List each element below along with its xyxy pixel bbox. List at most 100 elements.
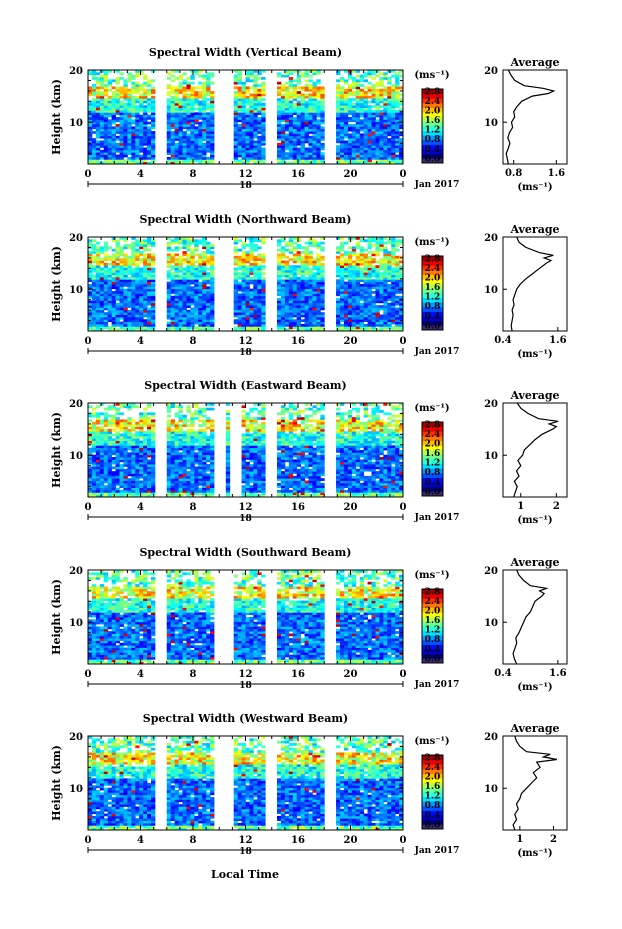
colorbar-band [422, 649, 443, 655]
x-axis: 0 4 8 12 16 20 0 18 [85, 237, 407, 358]
colorbar-band [422, 639, 443, 645]
colorbar: 0.00.40.81.21.62.02.42.8 [421, 420, 444, 497]
colorbar-band [422, 316, 443, 322]
colorbar-tick-label: 1.2 [425, 792, 441, 802]
day-label: 18 [239, 514, 252, 524]
average-line [512, 569, 549, 665]
colorbar-tick-label: 0.4 [425, 478, 441, 488]
average-title: Average [509, 556, 559, 569]
x-tick-label: 0 [85, 169, 92, 180]
colorbar-band [422, 144, 443, 150]
colorbar-band [422, 626, 443, 632]
panel-1: Spectral Width (Northward Beam) 10 20 Heigh… [50, 213, 568, 360]
colorbar-band [422, 89, 443, 95]
colorbar: 0.00.40.81.21.62.02.42.8 [421, 87, 444, 164]
colorbar-tick-label: 0.8 [425, 468, 441, 478]
colorbar-band [422, 279, 443, 285]
colorbar-tick-label: 1.6 [425, 782, 441, 792]
panel-4: Spectral Width (Westward Beam)1020Height… [50, 712, 568, 859]
colorbar-band [422, 635, 443, 641]
average-frame [502, 69, 568, 165]
colorbar-band [422, 283, 443, 289]
x-tick-label: 0 [400, 336, 407, 347]
panel-title: Spectral Width (Northward Beam) [140, 213, 352, 226]
day-label: 18 [239, 847, 252, 857]
colorbar-unit: (ms⁻¹) [414, 237, 449, 248]
x-axis-title: Local Time [211, 868, 279, 881]
colorbar-tick-label: 0.8 [425, 801, 441, 811]
colorbar-tick-label: 2.8 [425, 254, 441, 264]
y-tick-label: 10 [69, 451, 83, 462]
x-tick-label: 0 [400, 502, 407, 513]
y-tick-label: 10 [69, 285, 83, 296]
colorbar-tick-label: 0.0 [425, 654, 441, 664]
heatmap-cells [88, 70, 404, 165]
x-axis: 0 4 8 12 16 20 0 18 [85, 570, 407, 691]
colorbar-tick-label: 2.0 [425, 440, 441, 450]
colorbar-band [422, 630, 443, 636]
colorbar-band [422, 311, 443, 317]
x-tick-label: 4 [137, 502, 144, 513]
y-axis-label: Height (km) [50, 246, 63, 322]
average-title: Average [509, 389, 559, 402]
average-y-tick-label: 10 [484, 451, 498, 462]
colorbar-band [422, 768, 443, 774]
colorbar-tick-label: 2.4 [425, 597, 441, 607]
colorbar-band [422, 621, 443, 627]
x-tick-label: 16 [291, 669, 305, 680]
average-x-tick-label: 0.8 [505, 168, 522, 179]
x-tick-label: 0 [400, 169, 407, 180]
colorbar-band [422, 607, 443, 613]
colorbar-band [422, 593, 443, 599]
average-profile: Average 20 10 0.8 1.6 (ms⁻¹) [484, 56, 568, 193]
colorbar-band [422, 274, 443, 280]
x-tick-label: 12 [239, 669, 253, 680]
x-tick-label: 20 [344, 169, 358, 180]
colorbar-tick-label: 1.2 [425, 293, 441, 303]
colorbar-unit: (ms⁻¹) [414, 403, 449, 414]
colorbar-tick-label: 0.4 [425, 811, 441, 821]
colorbar-band [422, 130, 443, 136]
x-tick-label: 20 [344, 502, 358, 513]
colorbar-band [422, 256, 443, 262]
panel-3: Spectral Width (Southward Beam) 10 20 Heigh… [50, 546, 568, 693]
y-tick-label: 20 [69, 399, 83, 410]
colorbar-band [422, 778, 443, 784]
colorbar-band [422, 459, 443, 465]
colorbar: 0.00.40.81.21.62.02.42.8 [421, 587, 444, 664]
x-tick-label: 16 [291, 835, 305, 846]
colorbar-band [422, 297, 443, 303]
colorbar-tick-label: 0.4 [425, 312, 441, 322]
average-y-tick-label: 10 [484, 118, 498, 129]
average-x-tick-label: 2 [550, 834, 557, 845]
colorbar-frame [421, 754, 444, 830]
colorbar-band [422, 612, 443, 618]
colorbar-band [422, 135, 443, 141]
y-axis-label: Height (km) [50, 79, 63, 155]
colorbar-band [422, 602, 443, 608]
colorbar-band [422, 102, 443, 108]
average-y-tick-label: 20 [484, 233, 498, 244]
panel-title: Spectral Width (Southward Beam) [139, 546, 351, 559]
average-profile: Average 20 10 0.4 1.6 (ms⁻¹) [484, 223, 568, 360]
colorbar-band [422, 773, 443, 779]
colorbar-tick-label: 2.0 [425, 107, 441, 117]
colorbar-band [422, 810, 443, 816]
y-tick-label: 10 [69, 118, 83, 129]
average-x-label: (ms⁻¹) [517, 182, 552, 193]
colorbar-tick-label: 0.0 [425, 321, 441, 331]
colorbar-tick-label: 0.0 [425, 154, 441, 164]
colorbar-band [422, 796, 443, 802]
x-tick-label: 12 [239, 169, 253, 180]
y-axis: 10 20 [69, 732, 403, 821]
colorbar-band [422, 486, 443, 492]
x-tick-label: 8 [190, 502, 197, 513]
average-y-tick-label: 20 [484, 732, 498, 743]
colorbar-band [422, 426, 443, 432]
colorbar-frame [421, 255, 444, 331]
colorbar-tick-label: 2.8 [425, 753, 441, 763]
colorbar-band [422, 325, 443, 330]
colorbar-band [422, 445, 443, 451]
